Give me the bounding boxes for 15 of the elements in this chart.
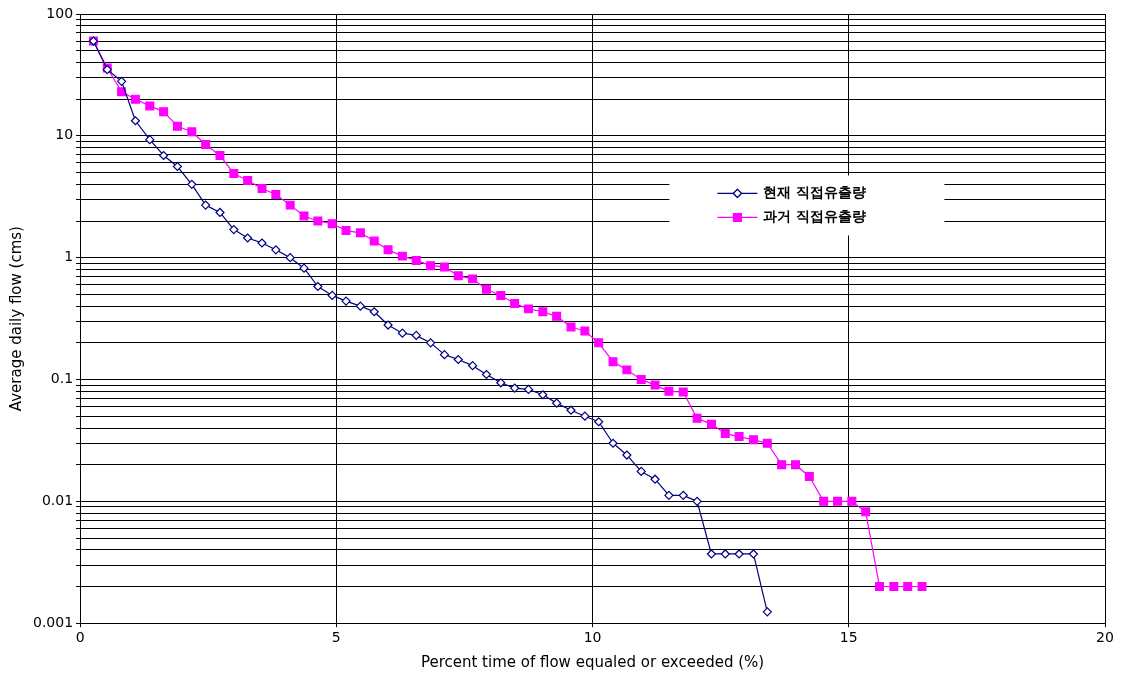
- y-tick-label: 0.001: [32, 613, 74, 630]
- y-tick-label: 10: [55, 126, 74, 143]
- x-tick-label: 5: [331, 629, 341, 646]
- x-tick-label: 15: [839, 629, 858, 646]
- x-tick-label: 0: [75, 629, 85, 646]
- x-tick-label: 10: [583, 629, 602, 646]
- legend-label: 현재 직접유출량: [763, 184, 867, 201]
- y-tick-label: 100: [46, 4, 74, 21]
- y-axis-title: Average daily flow (cms): [6, 226, 25, 412]
- y-tick-label: 1: [64, 248, 74, 265]
- y-tick-label: 0.01: [41, 492, 74, 508]
- x-tick-label: 20: [1096, 629, 1114, 646]
- y-tick-label: 0.1: [50, 370, 74, 387]
- legend-label: 과거 직접유출량: [763, 208, 867, 225]
- x-axis-title: Percent time of flow equaled or exceeded (%): [420, 652, 765, 671]
